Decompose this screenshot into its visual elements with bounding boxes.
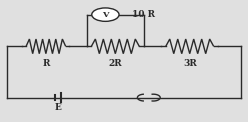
Text: E: E (54, 103, 61, 112)
Circle shape (92, 8, 119, 21)
Text: 10 R: 10 R (132, 10, 155, 19)
Text: 2R: 2R (109, 59, 122, 68)
Text: V: V (102, 11, 109, 19)
Text: R: R (42, 59, 50, 68)
Text: 3R: 3R (183, 59, 197, 68)
